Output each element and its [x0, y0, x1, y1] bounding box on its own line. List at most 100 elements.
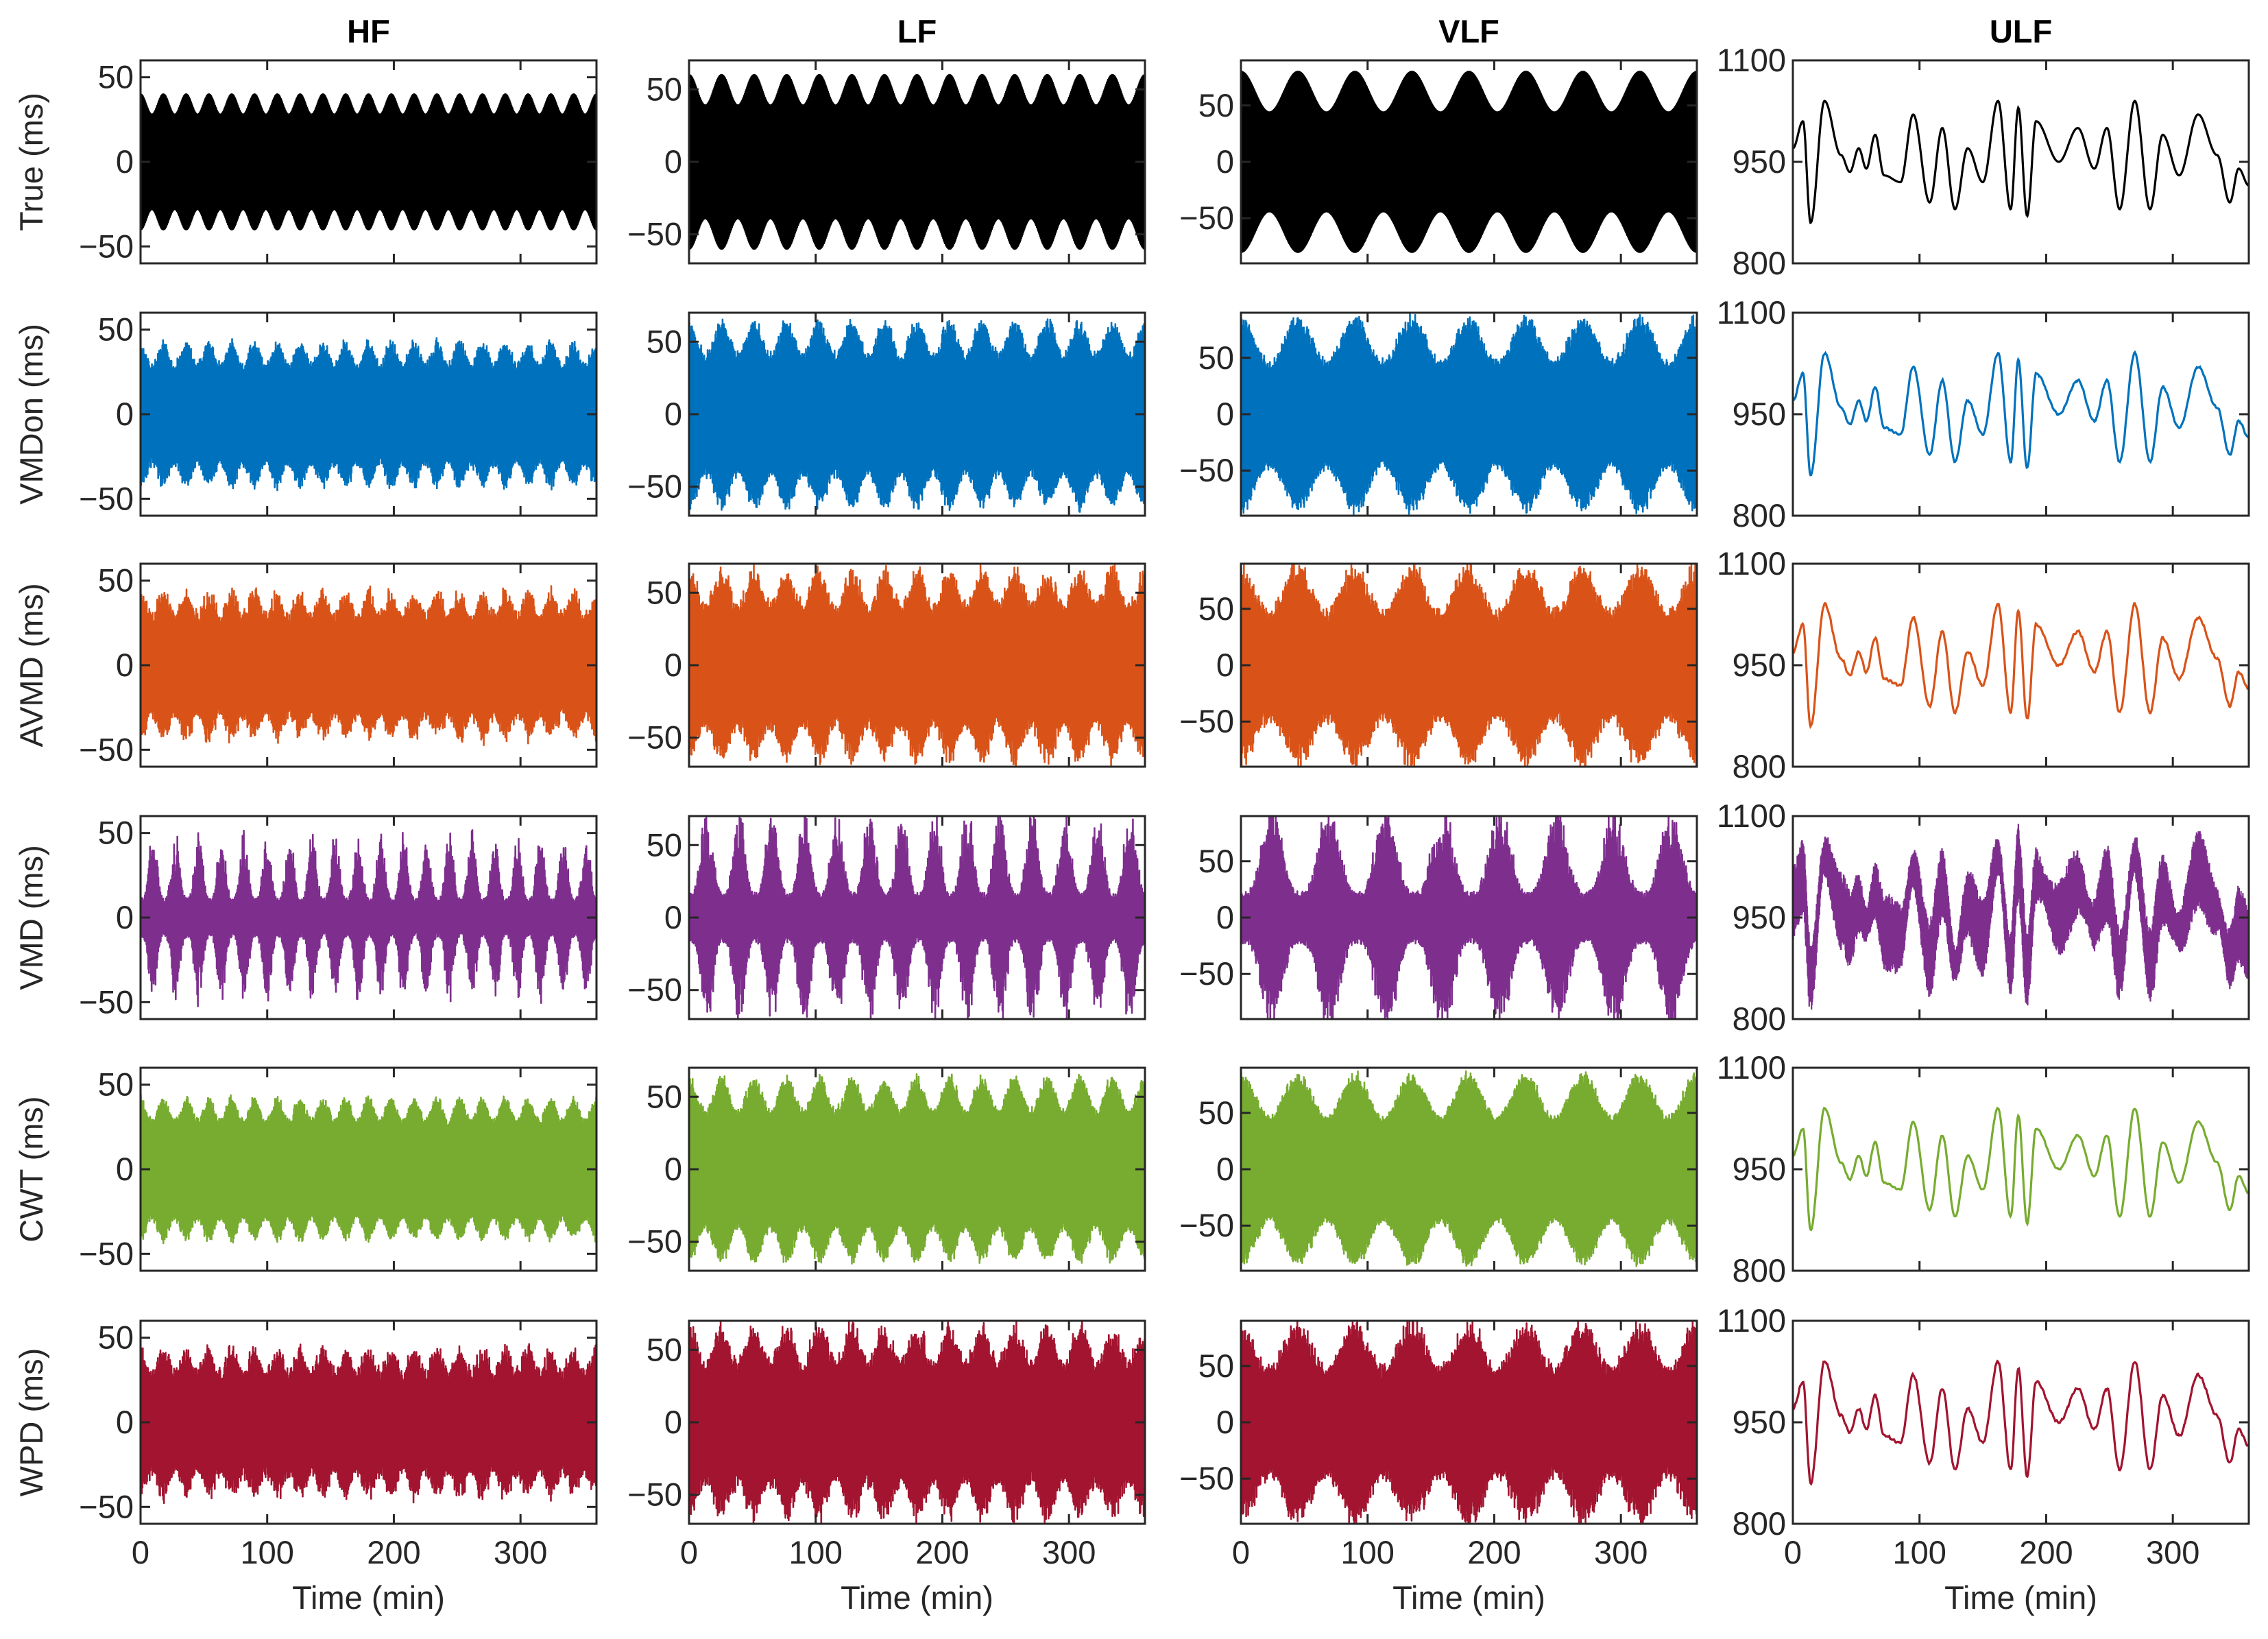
y-tick-label: 950 — [1733, 647, 1786, 683]
panel-vmdon-lf: −50 0 50 — [627, 311, 1146, 517]
y-tick-label: 0 — [1216, 899, 1234, 935]
y-tick-label: −50 — [627, 1476, 682, 1513]
y-tick-label: 0 — [664, 396, 682, 432]
series-line-cwt-ulf — [1793, 1106, 2249, 1232]
y-tick-label: −50 — [79, 228, 134, 264]
series-fill-vmd-vlf — [1241, 899, 1697, 936]
panel-vmd-lf: −50 0 50 — [627, 815, 1146, 1020]
y-tick-label: 50 — [1198, 1094, 1234, 1131]
y-axis-label-vmdon: VMDon (ms) — [13, 324, 49, 505]
series-fill-vmdon-hf — [141, 359, 596, 470]
series-fill-vmdon-vlf — [1241, 340, 1697, 488]
y-tick-label: −50 — [1179, 1207, 1234, 1243]
series-fill-avmd-lf — [689, 594, 1145, 737]
y-tick-label: 950 — [1733, 143, 1786, 180]
panel-vmd-vlf: −50 0 50 — [1179, 815, 1698, 1020]
y-tick-label: −50 — [627, 972, 682, 1008]
x-tick-label: 0 — [1232, 1534, 1250, 1570]
y-tick-label: 0 — [116, 899, 134, 935]
y-tick-label: 1100 — [1717, 42, 1786, 78]
panel-avmd-hf: −50 0 50 — [79, 562, 598, 768]
y-tick-label: 50 — [1198, 339, 1234, 376]
panel-avmd-ulf: 800 950 1100 — [1717, 545, 2250, 785]
y-tick-label: 50 — [1198, 843, 1234, 879]
y-tick-label: 50 — [647, 1331, 682, 1367]
y-tick-label: 50 — [647, 323, 682, 359]
panel-true-ulf: 800 950 1100 — [1717, 42, 2250, 281]
y-tick-label: 0 — [664, 143, 682, 180]
panel-avmd-lf: −50 0 50 — [627, 562, 1146, 768]
x-tick-label: 100 — [241, 1534, 294, 1570]
y-tick-label: 0 — [116, 1404, 134, 1440]
x-tick-label: 300 — [1042, 1534, 1096, 1570]
x-axis-label: Time (min) — [1944, 1579, 2097, 1616]
panel-cwt-vlf: −50 0 50 — [1179, 1066, 1698, 1272]
y-tick-label: 50 — [647, 1078, 682, 1114]
panel-wpd-ulf: 800 950 1100 0 100 200 300 Time (min) — [1717, 1302, 2250, 1616]
y-tick-label: −50 — [1179, 1460, 1234, 1496]
y-tick-label: 1100 — [1717, 545, 1786, 582]
y-tick-label: 950 — [1733, 1151, 1786, 1187]
y-axis-label-vmd: VMD (ms) — [13, 845, 49, 990]
x-axis-label: Time (min) — [841, 1579, 993, 1616]
series-fill-wpd-vlf — [1241, 1348, 1697, 1496]
panel-true-vlf: −50 0 50 — [1179, 59, 1698, 265]
y-tick-label: 0 — [116, 143, 134, 180]
y-tick-label: −50 — [627, 468, 682, 505]
y-tick-label: 0 — [116, 647, 134, 683]
y-tick-label: −50 — [1179, 955, 1234, 992]
y-tick-label: 950 — [1733, 396, 1786, 432]
panel-vmdon-hf: −50 0 50 — [79, 311, 598, 517]
x-axis-label: Time (min) — [1392, 1579, 1545, 1616]
axes-frame — [1792, 562, 2250, 768]
series-fill-wpd-lf — [689, 1351, 1145, 1494]
series-fill-vmdon-lf — [689, 343, 1145, 486]
y-tick-label: 50 — [98, 815, 134, 851]
panel-true-hf: −50 0 50 — [79, 59, 598, 265]
y-tick-label: 50 — [98, 59, 134, 95]
y-tick-label: 800 — [1733, 1252, 1786, 1289]
series-fill-vmd-lf — [689, 900, 1145, 935]
panel-cwt-ulf: 800 950 1100 — [1717, 1049, 2250, 1289]
series-fill-true-lf — [689, 91, 1145, 233]
panel-vmd-ulf: 800 950 1100 — [1717, 798, 2250, 1037]
column-title-ulf: ULF — [1990, 13, 2052, 49]
y-tick-label: 800 — [1733, 497, 1786, 534]
y-tick-label: −50 — [79, 1488, 134, 1524]
y-tick-label: 50 — [1198, 87, 1234, 123]
y-tick-label: 1100 — [1717, 1302, 1786, 1339]
y-tick-label: 800 — [1733, 245, 1786, 281]
axes-frame — [1792, 311, 2250, 517]
y-tick-label: −50 — [79, 1235, 134, 1271]
series-line-true-ulf — [1793, 99, 2249, 225]
axes-frame — [1792, 1066, 2250, 1272]
y-tick-label: 0 — [664, 1151, 682, 1187]
x-axis-label: Time (min) — [292, 1579, 445, 1616]
series-fill-avmd-vlf — [1241, 591, 1697, 739]
series-fill-wpd-hf — [141, 1367, 596, 1478]
y-tick-label: 0 — [664, 647, 682, 683]
panel-vmdon-vlf: −50 0 50 — [1179, 311, 1698, 517]
panel-true-lf: −50 0 50 — [627, 59, 1146, 265]
series-fill-cwt-hf — [141, 1114, 596, 1225]
y-tick-label: 0 — [1216, 1151, 1234, 1187]
y-tick-label: −50 — [79, 731, 134, 767]
y-axis-label-cwt: CWT (ms) — [13, 1096, 49, 1242]
panel-wpd-vlf: −50 0 50 0 100 200 300 Time (min) — [1179, 1319, 1698, 1616]
series-line-avmd-ulf — [1793, 601, 2249, 730]
x-tick-label: 100 — [789, 1534, 843, 1570]
y-tick-label: −50 — [79, 480, 134, 516]
column-title-lf: LF — [897, 13, 937, 49]
y-tick-label: 0 — [116, 396, 134, 432]
y-tick-label: 50 — [647, 71, 682, 107]
series-fill-avmd-hf — [141, 610, 596, 721]
axes-frame — [1792, 1319, 2250, 1525]
y-tick-label: 0 — [116, 1151, 134, 1187]
series-fill-cwt-lf — [689, 1098, 1145, 1241]
y-tick-label: 0 — [1216, 143, 1234, 180]
y-tick-label: 0 — [1216, 1404, 1234, 1440]
y-axis-label-wpd: WPD (ms) — [13, 1348, 49, 1497]
y-tick-label: 800 — [1733, 1505, 1786, 1542]
y-tick-label: 800 — [1733, 1001, 1786, 1037]
